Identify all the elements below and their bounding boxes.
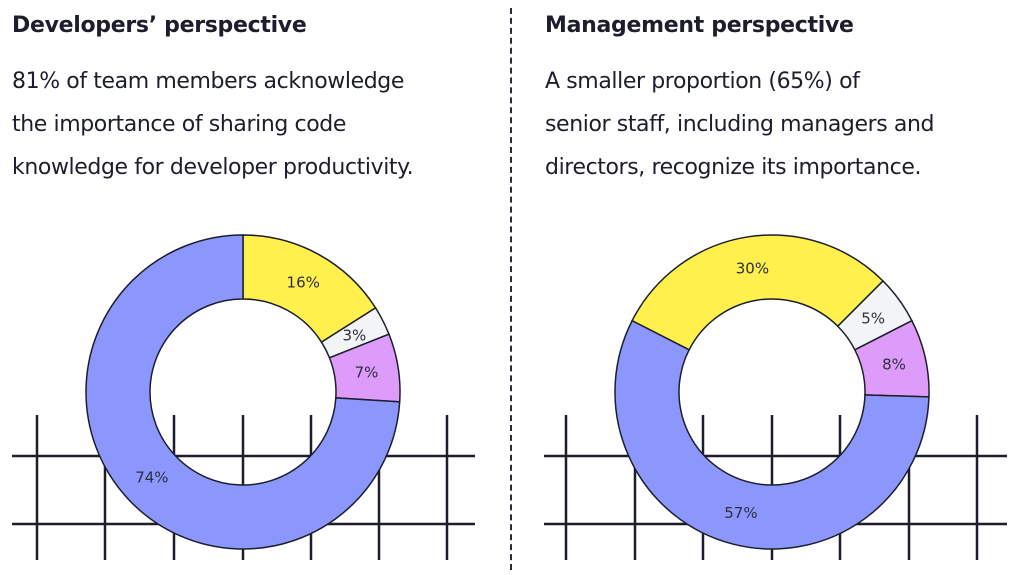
slice-label: 8% — [882, 356, 906, 374]
description-line: A smaller proportion (65%) of — [545, 69, 860, 94]
slice-label: 30% — [736, 260, 769, 278]
developers-description: 81% of team members acknowledge the impo… — [12, 60, 414, 189]
donut-slice — [614, 319, 930, 550]
description-line: knowledge for developer productivity. — [12, 155, 414, 180]
description-line: directors, recognize its importance. — [545, 155, 922, 180]
description-line: 81% of team members acknowledge — [12, 69, 404, 94]
dashed-divider — [510, 8, 512, 570]
slice-label: 5% — [861, 310, 885, 328]
donut-slice — [631, 234, 885, 351]
slice-label: 3% — [342, 326, 366, 344]
developers-title: Developers’ perspective — [12, 13, 307, 38]
slice-label: 16% — [287, 273, 320, 291]
donut-slice — [85, 234, 401, 550]
management-description: A smaller proportion (65%) of senior sta… — [545, 60, 935, 189]
slice-label: 57% — [724, 504, 757, 522]
description-line: the importance of sharing code — [12, 112, 346, 137]
slice-label: 7% — [355, 363, 379, 381]
management-title: Management perspective — [545, 13, 854, 38]
description-line: senior staff, including managers and — [545, 112, 935, 137]
slice-label: 74% — [135, 469, 168, 487]
